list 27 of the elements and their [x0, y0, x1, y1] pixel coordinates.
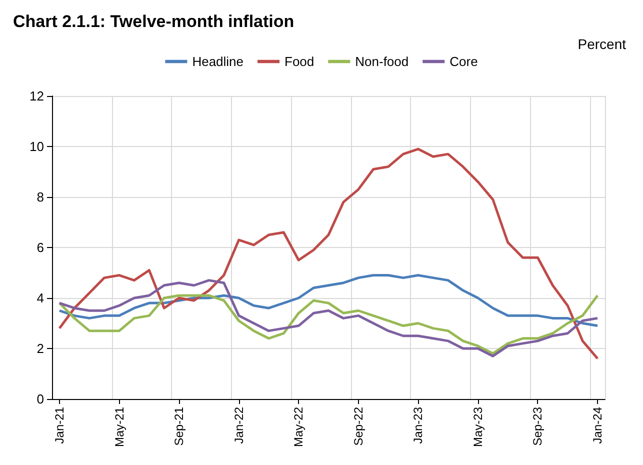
y-tick-label: 10: [30, 139, 44, 154]
line-series: [58, 294, 599, 355]
x-tick-label: Sep-22: [351, 406, 366, 446]
y-tick-label: 6: [36, 240, 44, 255]
line-series: [58, 148, 599, 360]
y-tick-label: 4: [36, 290, 44, 306]
chart-title: Chart 2.1.1: Twelve-month inflation: [13, 12, 294, 31]
x-tick-label: May-22: [292, 406, 306, 448]
x-tick-label: Sep-23: [530, 406, 545, 446]
y-tick-label: 2: [36, 341, 44, 356]
x-tick-label: May-21: [112, 406, 126, 448]
y-tick-label: 0: [36, 392, 44, 406]
x-tick-label: Jan-22: [232, 406, 246, 444]
x-tick-label: Jan-24: [590, 406, 605, 444]
x-tick-label: May-23: [470, 406, 485, 448]
line-series: [58, 279, 599, 358]
line-series: [58, 274, 599, 328]
y-tick-label: 8: [36, 190, 44, 204]
legend-label: Food: [284, 54, 314, 69]
x-tick-label: Jan-23: [411, 406, 426, 444]
y-tick-label: 12: [30, 88, 44, 104]
legend-label: Headline: [192, 54, 244, 69]
legend-label: Non-food: [355, 54, 409, 69]
legend-label: Core: [450, 54, 478, 69]
x-tick-label: Jan-21: [52, 406, 66, 444]
y-axis-title: Percent: [578, 36, 626, 52]
x-tick-label: Sep-21: [172, 406, 186, 446]
